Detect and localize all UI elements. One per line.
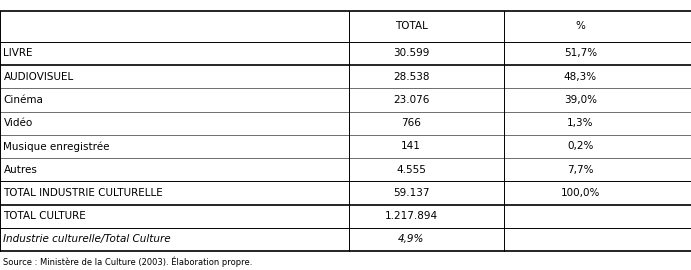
Text: 48,3%: 48,3% bbox=[564, 72, 597, 82]
Text: Industrie culturelle/Total Culture: Industrie culturelle/Total Culture bbox=[3, 234, 171, 244]
Text: 4.555: 4.555 bbox=[396, 165, 426, 175]
Text: 7,7%: 7,7% bbox=[567, 165, 594, 175]
Text: 766: 766 bbox=[401, 118, 421, 128]
Text: 100,0%: 100,0% bbox=[561, 188, 600, 198]
Text: 39,0%: 39,0% bbox=[564, 95, 597, 105]
Text: 1.217.894: 1.217.894 bbox=[385, 211, 437, 221]
Text: Autres: Autres bbox=[3, 165, 37, 175]
Text: 141: 141 bbox=[401, 141, 421, 151]
Text: Vidéo: Vidéo bbox=[3, 118, 32, 128]
Text: 59.137: 59.137 bbox=[393, 188, 429, 198]
Text: 0,2%: 0,2% bbox=[567, 141, 594, 151]
Text: %: % bbox=[576, 21, 585, 31]
Text: TOTAL CULTURE: TOTAL CULTURE bbox=[3, 211, 86, 221]
Text: 30.599: 30.599 bbox=[393, 49, 429, 59]
Text: Cinéma: Cinéma bbox=[3, 95, 44, 105]
Text: 28.538: 28.538 bbox=[393, 72, 429, 82]
Text: 51,7%: 51,7% bbox=[564, 49, 597, 59]
Text: 23.076: 23.076 bbox=[393, 95, 429, 105]
Text: AUDIOVISUEL: AUDIOVISUEL bbox=[3, 72, 74, 82]
Text: TOTAL: TOTAL bbox=[395, 21, 428, 31]
Text: Source : Ministère de la Culture (2003). Élaboration propre.: Source : Ministère de la Culture (2003).… bbox=[3, 256, 253, 267]
Text: 1,3%: 1,3% bbox=[567, 118, 594, 128]
Text: 4,9%: 4,9% bbox=[398, 234, 424, 244]
Text: TOTAL INDUSTRIE CULTURELLE: TOTAL INDUSTRIE CULTURELLE bbox=[3, 188, 163, 198]
Text: Musique enregistrée: Musique enregistrée bbox=[3, 141, 110, 152]
Text: LIVRE: LIVRE bbox=[3, 49, 33, 59]
